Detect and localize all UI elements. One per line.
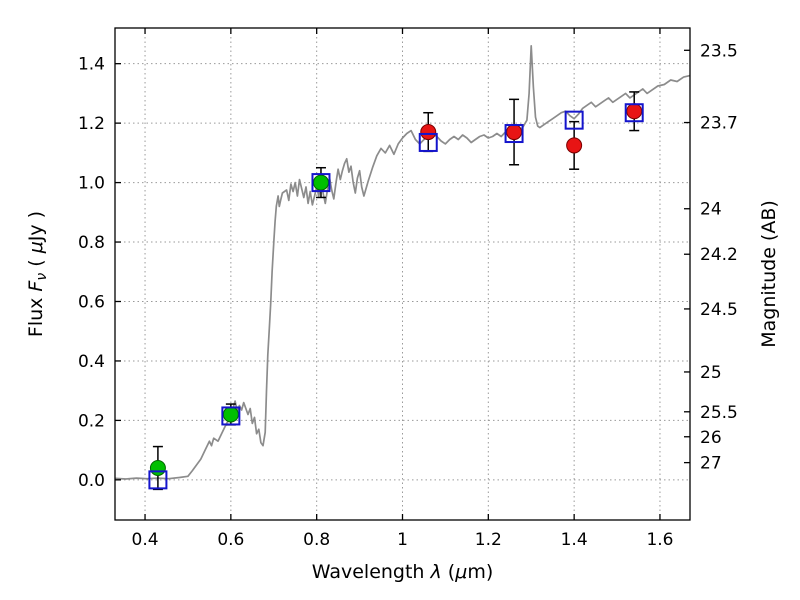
- data-layer: [114, 44, 691, 491]
- red-filled-circles-marker: [420, 124, 437, 141]
- y-tick-label-flux: 1.4: [78, 55, 105, 75]
- y-tick-label-flux: 0.8: [78, 233, 105, 253]
- y-axis-label-magnitude: Magnitude (AB): [758, 200, 780, 348]
- y-tick-label-magnitude: 27: [700, 454, 722, 474]
- y-tick-label-flux: 0.2: [78, 411, 105, 431]
- y-tick-label-flux: 1.2: [78, 114, 105, 134]
- x-tick-label: 0.4: [132, 530, 159, 550]
- y-axis-label-flux: Flux Fν ( μJy ): [25, 211, 50, 337]
- blue-open-squares-marker: [418, 132, 438, 152]
- green-filled-circles-marker: [222, 406, 239, 423]
- red-filled-circles-marker: [566, 137, 583, 154]
- blue-open-squares-marker: [221, 406, 241, 426]
- y-tick-label-flux: 0.4: [78, 352, 105, 372]
- green-filled-circles-marker: [149, 459, 166, 476]
- y-tick-label-magnitude: 23.7: [700, 114, 738, 134]
- x-axis-label: Wavelength λ (μm): [312, 561, 493, 583]
- x-tick-label: 0.6: [217, 530, 244, 550]
- green-filled-circles-marker: [312, 174, 329, 191]
- x-tick-label: 1.4: [561, 530, 588, 550]
- blue-open-squares-marker: [311, 173, 331, 193]
- x-tick-label: 1: [397, 530, 408, 550]
- y-tick-label-magnitude: 23.5: [700, 41, 738, 61]
- y-tick-label-magnitude: 25: [700, 363, 722, 383]
- x-tick-label: 1.2: [475, 530, 502, 550]
- x-tick-label: 0.8: [303, 530, 330, 550]
- blue-open-squares-marker: [624, 103, 644, 123]
- axis-layer: 0.4 0.6 0.8 1 1.2 1.4 1.6 0.0 0.2 0.4 0.6 0.8 1.0 1.2…: [78, 27, 738, 550]
- red-filled-circles-marker: [626, 103, 643, 120]
- blue-open-squares-marker: [148, 470, 168, 490]
- y-tick-label-magnitude: 24.2: [700, 245, 738, 265]
- y-tick-label-magnitude: 25.5: [700, 403, 738, 423]
- x-tick-label: 1.6: [646, 530, 673, 550]
- red-filled-circles-marker: [506, 124, 523, 141]
- grid-layer: [115, 28, 690, 520]
- y-tick-label-magnitude: 26: [700, 428, 722, 448]
- blue-open-squares-marker: [564, 110, 584, 130]
- y-tick-label-flux: 0.6: [78, 292, 105, 312]
- y-tick-label-flux: 0.0: [78, 471, 105, 491]
- y-tick-label-flux: 1.0: [78, 174, 105, 194]
- y-tick-label-magnitude: 24: [700, 200, 722, 220]
- y-tick-label-magnitude: 24.5: [700, 300, 738, 320]
- blue-open-squares-marker: [504, 124, 524, 144]
